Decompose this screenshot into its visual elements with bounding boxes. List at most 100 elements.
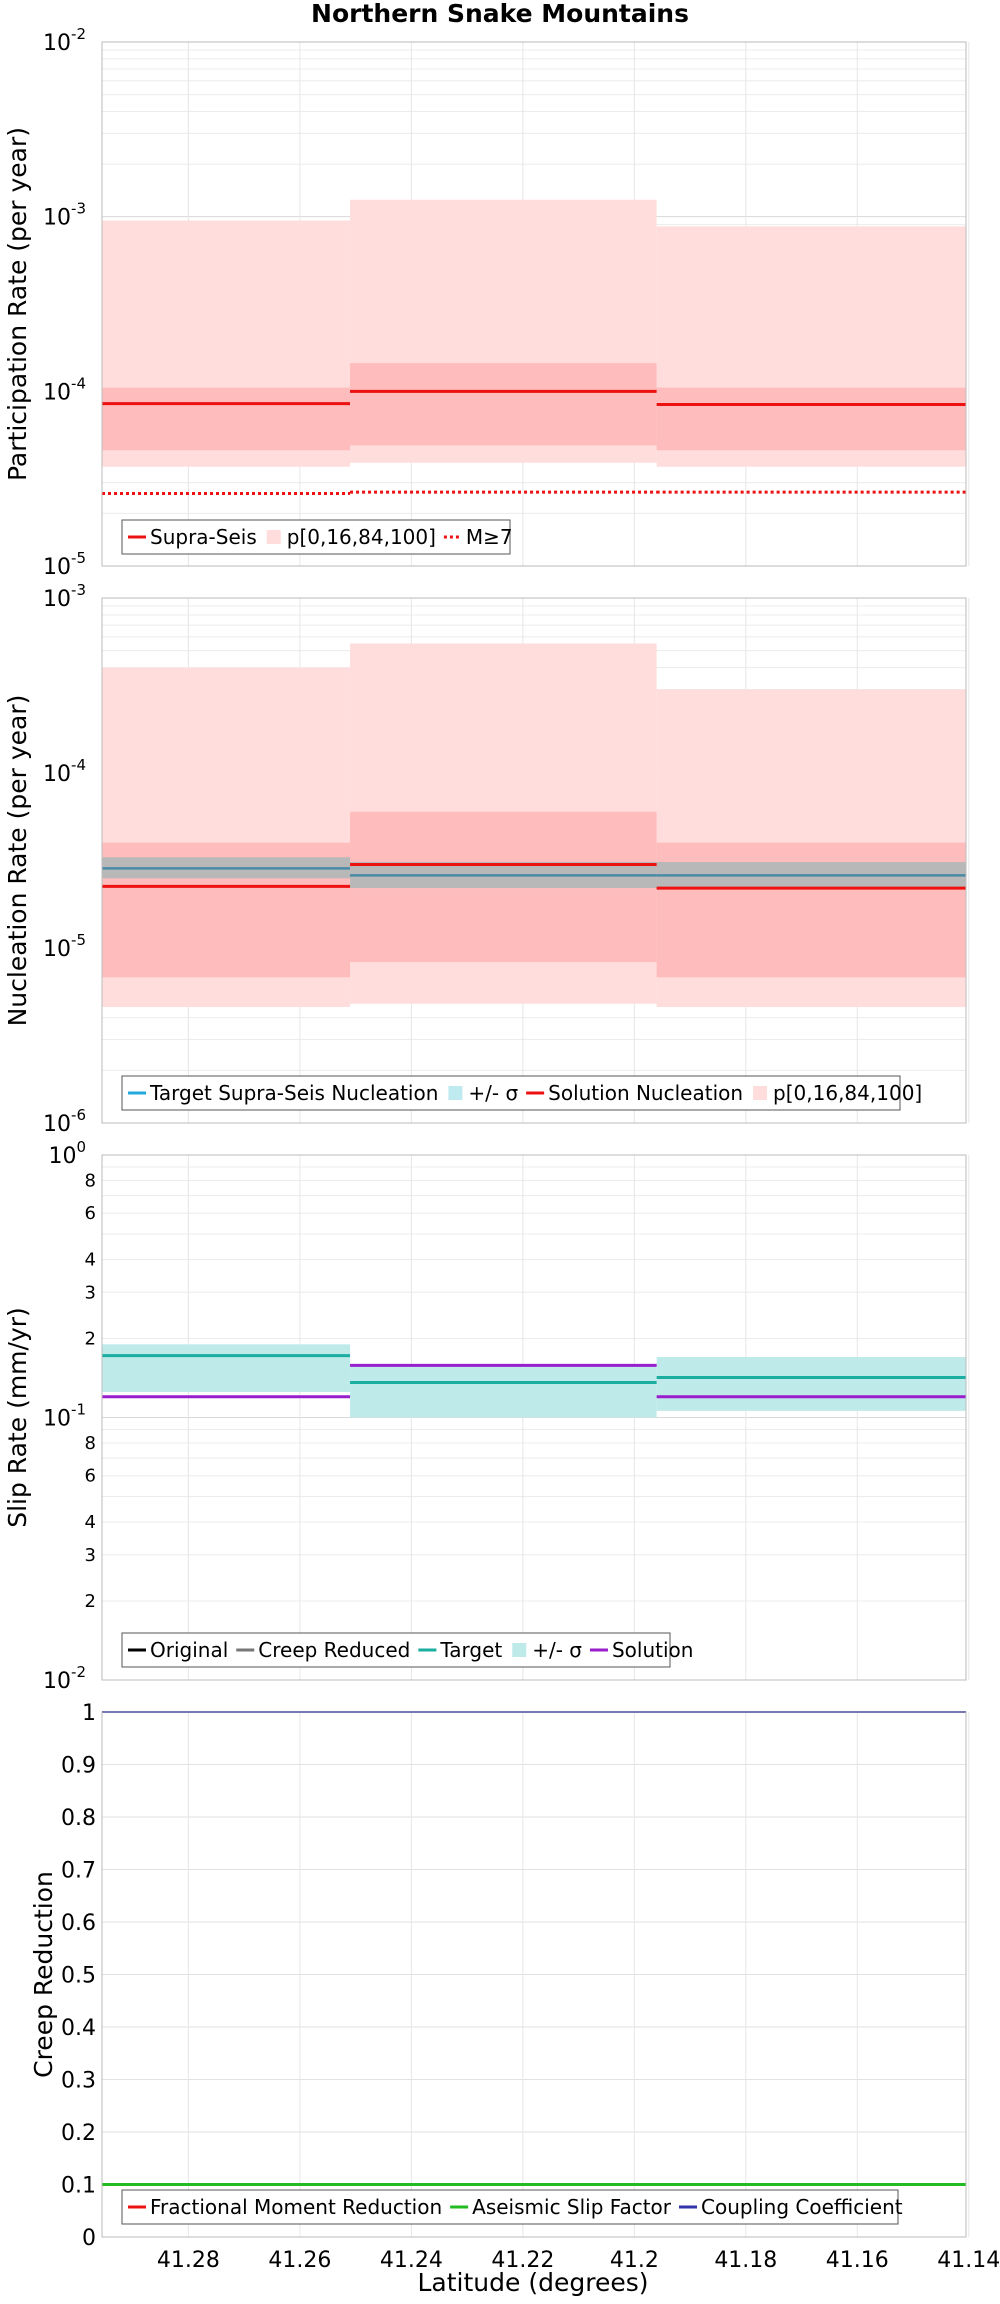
y-minor-tick-label: 2	[85, 1328, 96, 1349]
band-segment	[350, 1363, 657, 1418]
y-tick-label: 0.9	[61, 1754, 96, 1779]
y-tick-exponent: -3	[71, 200, 86, 218]
legend-swatch	[753, 1086, 768, 1100]
y-tick-label: 1	[82, 1701, 96, 1726]
y-tick-labels: 10-610-510-410-3	[43, 581, 86, 1137]
legend-label: +/- σ	[468, 1081, 518, 1105]
band-segment	[102, 1344, 351, 1393]
gridlines	[102, 1711, 970, 2238]
y-tick-base: 10	[43, 1669, 71, 1694]
series-0	[102, 867, 966, 877]
y-tick-base: 10	[43, 555, 71, 580]
y-tick-exponent: -5	[71, 931, 86, 949]
y-tick-label: 0.5	[61, 1964, 96, 1989]
y-minor-tick-label: 6	[85, 1203, 96, 1224]
y-tick-label: 0.8	[61, 1806, 96, 1831]
y-tick-labels: 10-510-410-310-2	[43, 25, 86, 580]
y-tick-label: 0.7	[61, 1859, 96, 1884]
x-tick-label: 41.16	[826, 2248, 889, 2273]
y-tick-label: 10-4	[43, 374, 86, 405]
y-tick-exponent: -2	[71, 25, 86, 43]
legend-swatch	[512, 1643, 527, 1657]
y-tick-label: 10-4	[43, 756, 86, 787]
y-tick-base: 10	[43, 937, 71, 962]
plot-frame	[101, 597, 967, 1124]
plot-frame	[101, 41, 967, 567]
legend-frame	[121, 2189, 899, 2225]
y-tick-exponent: -6	[71, 1106, 86, 1124]
legend: Supra-Seis p[0,16,84,100] M≥7	[121, 519, 513, 555]
y-tick-exponent: -3	[71, 581, 86, 599]
y-tick-label: 10-2	[43, 25, 86, 56]
y-tick-base: 10	[43, 380, 71, 405]
y-tick-exponent: 0	[76, 1138, 86, 1156]
band-1	[102, 363, 966, 451]
y-tick-label: 0.3	[61, 2069, 96, 2094]
legend-label: Target Supra-Seis Nucleation	[149, 1081, 438, 1105]
legend-label: p[0,16,84,100]	[287, 525, 436, 549]
y-tick-label: 10-5	[43, 931, 86, 962]
y-minor-tick-label: 8	[85, 1170, 96, 1191]
x-tick-label: 41.24	[380, 2248, 443, 2273]
chart-title: Northern Snake Mountains	[311, 0, 689, 28]
y-tick-exponent: -2	[71, 1663, 86, 1681]
band-segment	[102, 387, 351, 451]
plot-frame	[101, 1154, 967, 1681]
y-tick-label: 100	[48, 1138, 86, 1169]
y-tick-label: 10-2	[43, 1663, 86, 1694]
band-segment	[350, 363, 657, 446]
legend: Original Creep Reduced Target +/- σ Solution	[121, 1632, 693, 1668]
y-tick-label: 10-3	[43, 200, 86, 231]
y-tick-base: 10	[43, 762, 71, 787]
y-tick-label: 0.1	[61, 2174, 96, 2199]
y-minor-tick-label: 3	[85, 1545, 96, 1566]
legend-label: Solution	[612, 1638, 693, 1662]
band-segment	[656, 387, 966, 451]
x-tick-label: 41.28	[157, 2248, 220, 2273]
y-tick-exponent: -5	[71, 549, 86, 567]
legend-label: Creep Reduced	[258, 1638, 410, 1662]
y-tick-exponent: -4	[71, 374, 86, 392]
x-tick-label: 41.22	[491, 2248, 554, 2273]
y-tick-label: 0.6	[61, 1911, 96, 1936]
legend-label: Solution Nucleation	[548, 1081, 743, 1105]
y-tick-label: 0.2	[61, 2121, 96, 2146]
y-tick-exponent: -1	[71, 1401, 86, 1419]
legend-swatch	[448, 1086, 463, 1100]
x-tick-label: 41.14	[937, 2248, 1000, 2273]
y-tick-base: 10	[43, 1407, 71, 1432]
legend-swatch	[266, 530, 281, 544]
y-axis-label: Participation Rate (per year)	[3, 127, 32, 481]
x-axis-label: Latitude (degrees)	[418, 2268, 649, 2297]
y-tick-base: 10	[43, 587, 71, 612]
band-segment	[656, 1357, 966, 1411]
legend-label: p[0,16,84,100]	[773, 1081, 922, 1105]
legend-label: Fractional Moment Reduction	[150, 2195, 442, 2219]
band-0	[102, 1344, 966, 1418]
y-minor-tick-label: 4	[85, 1249, 96, 1270]
y-tick-base: 10	[43, 1112, 71, 1137]
y-tick-base: 10	[43, 31, 71, 56]
x-tick-label: 41.26	[268, 2248, 331, 2273]
legend-label: Supra-Seis	[150, 525, 257, 549]
series-1	[102, 1363, 966, 1399]
series-0	[102, 389, 966, 407]
series-1	[102, 490, 966, 496]
legend-label: Aseismic Slip Factor	[472, 2195, 672, 2219]
series-1	[102, 863, 966, 890]
y-minor-tick-label: 3	[85, 1282, 96, 1303]
legend-label: +/- σ	[532, 1638, 582, 1662]
y-minor-tick-label: 6	[85, 1466, 96, 1487]
legend-frame	[121, 1632, 671, 1668]
y-tick-base: 10	[48, 1144, 76, 1169]
x-tick-label: 41.18	[714, 2248, 777, 2273]
y-axis-label: Creep Reduction	[29, 1871, 58, 2078]
y-tick-exponent: -4	[71, 756, 86, 774]
y-tick-label: 0.4	[61, 2016, 96, 2041]
